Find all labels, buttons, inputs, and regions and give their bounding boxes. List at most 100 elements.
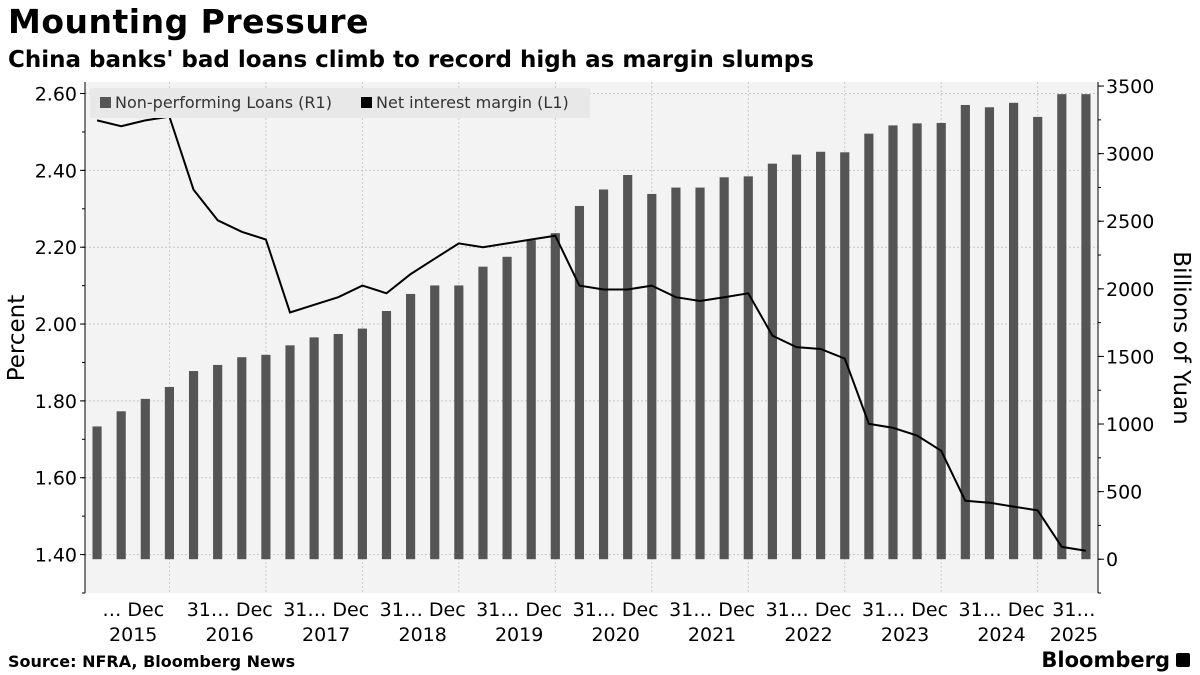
legend-swatch-npl: [100, 97, 111, 108]
right-tick-label: 2500: [1106, 211, 1154, 233]
npl-bar: [406, 293, 416, 560]
npl-bar: [454, 285, 464, 560]
legend-label-npl: Non-performing Loans (R1): [115, 93, 332, 112]
x-period-label: 31… Dec: [187, 599, 273, 621]
x-period-label: 31…: [1052, 599, 1095, 621]
npl-bar: [647, 193, 657, 560]
right-tick-label: 2000: [1106, 279, 1154, 301]
x-year-label: 2023: [881, 624, 929, 646]
npl-bar: [598, 189, 609, 560]
chart-title: Mounting Pressure: [8, 2, 369, 41]
x-period-label: 31… Dec: [476, 599, 562, 621]
npl-bar: [816, 151, 826, 560]
net-interest-margin-line: [96, 115, 1087, 552]
bloomberg-icon: [1176, 653, 1190, 667]
left-tick-label: 1.80: [35, 391, 77, 413]
npl-bar: [695, 187, 705, 560]
x-period-label: 31… Dec: [959, 599, 1045, 621]
npl-bar: [237, 357, 247, 560]
x-year-label: 2015: [109, 624, 157, 646]
left-tick-label: 2.60: [35, 84, 77, 106]
npl-bar: [1009, 102, 1019, 560]
npl-bar: [357, 328, 367, 560]
npl-bar: [888, 125, 898, 560]
left-tick-label: 1.40: [35, 545, 77, 567]
right-tick-label: 1000: [1106, 414, 1154, 436]
x-period-label: 31… Dec: [766, 599, 852, 621]
npl-bar: [478, 266, 488, 560]
x-period-label: 31… Dec: [669, 599, 755, 621]
right-tick-label: 500: [1106, 482, 1142, 504]
x-period-label: 31… Dec: [573, 599, 659, 621]
npl-bar: [1033, 116, 1043, 560]
left-tick-label: 1.60: [35, 468, 77, 490]
x-year-label: 2025: [1050, 624, 1098, 646]
npl-bar: [767, 163, 777, 560]
npl-bar: [164, 386, 174, 560]
npl-bar: [261, 354, 271, 560]
x-period-label: 31… Dec: [862, 599, 948, 621]
npl-bar: [285, 345, 295, 560]
npl-bar: [671, 187, 681, 560]
npl-bar: [430, 285, 440, 560]
x-year-label: 2016: [206, 624, 254, 646]
npl-bars: [92, 94, 1091, 560]
npl-bar: [936, 122, 946, 560]
npl-bar: [140, 398, 150, 560]
legend: Non-performing Loans (R1) Net interest m…: [90, 88, 590, 118]
npl-bar: [864, 133, 874, 560]
brand-name: Bloomberg: [1041, 648, 1170, 672]
npl-bar: [92, 426, 102, 560]
source-note: Source: NFRA, Bloomberg News: [8, 652, 296, 671]
x-year-label: 2018: [398, 624, 446, 646]
right-tick-label: 1500: [1106, 346, 1154, 368]
npl-bar: [840, 152, 850, 560]
x-year-label: 2020: [591, 624, 639, 646]
x-year-label: 2017: [302, 624, 350, 646]
npl-bar: [960, 104, 970, 560]
x-period-label: 31… Dec: [380, 599, 466, 621]
x-period-label: 31… Dec: [283, 599, 369, 621]
right-tick-label: 0: [1106, 549, 1118, 571]
legend-label-nim: Net interest margin (L1): [376, 93, 569, 112]
npl-bar: [1081, 94, 1091, 560]
chart-subtitle: China banks' bad loans climb to record h…: [8, 47, 814, 73]
npl-bar: [333, 333, 343, 560]
npl-bar: [502, 256, 512, 560]
plot-background: [85, 82, 1098, 593]
x-year-label: 2021: [688, 624, 736, 646]
legend-background: [90, 88, 590, 118]
npl-bar: [719, 177, 729, 560]
npl-bar: [550, 233, 560, 560]
chart-canvas: 1.40 1.60 1.80 2.00 2.20 2.40 2.60 0 500 1000 150…: [4, 76, 1194, 646]
npl-bar: [912, 123, 922, 560]
right-axis-title: Billions of Yuan: [1168, 251, 1194, 424]
left-tick-label: 2.40: [35, 160, 77, 182]
npl-bar: [116, 411, 126, 560]
npl-bar: [743, 176, 753, 560]
x-year-label: 2019: [495, 624, 543, 646]
left-tick-label: 2.20: [35, 237, 77, 259]
x-year-label: 2022: [784, 624, 832, 646]
npl-bar: [213, 364, 223, 560]
npl-bar: [791, 154, 802, 560]
left-tick-label: 2.00: [35, 314, 77, 336]
npl-bar: [623, 175, 633, 560]
right-axis: 0 500 1000 1500 2000 2500 3000 3500: [1097, 76, 1154, 594]
x-period-label: … Dec: [102, 599, 164, 621]
brand-logo: Bloomberg: [1041, 648, 1190, 672]
npl-bar: [984, 107, 995, 560]
left-axis: 1.40 1.60 1.80 2.00 2.20 2.40 2.60: [35, 82, 86, 594]
right-tick-label: 3000: [1106, 144, 1154, 166]
legend-swatch-nim: [361, 97, 372, 108]
npl-bar: [574, 205, 585, 560]
npl-bar: [526, 240, 536, 560]
right-tick-label: 3500: [1106, 76, 1154, 98]
npl-bar: [309, 337, 319, 560]
npl-bar: [188, 371, 199, 560]
npl-bar: [1057, 94, 1067, 560]
x-year-label: 2024: [977, 624, 1025, 646]
npl-bar: [381, 311, 392, 560]
left-axis-title: Percent: [4, 295, 30, 382]
